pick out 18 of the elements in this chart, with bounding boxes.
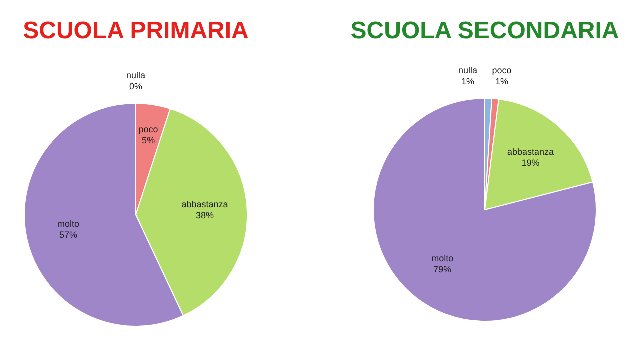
data-label: 1% (461, 76, 475, 86)
slice-label: molto (432, 254, 454, 264)
data-label: 5% (142, 136, 156, 146)
data-label: 57% (60, 230, 78, 240)
slice-label: poco (138, 124, 158, 135)
category-label: nulla (126, 70, 146, 80)
data-label: 38% (196, 210, 214, 221)
chart-title: SCUOLA SECONDARIA (350, 18, 620, 45)
data-label: 19% (522, 158, 540, 168)
slice-label: nulla (458, 65, 478, 76)
data-label: 79% (434, 264, 452, 275)
slice-label: abbastanza (182, 200, 228, 210)
chart-title: SCUOLA PRIMARIA (23, 18, 249, 45)
slice-label: molto (58, 219, 80, 230)
text: 0% (129, 81, 143, 92)
slice-label: poco (492, 65, 512, 76)
data-label: 1% (495, 76, 509, 86)
slice-label: abbastanza (507, 147, 554, 158)
